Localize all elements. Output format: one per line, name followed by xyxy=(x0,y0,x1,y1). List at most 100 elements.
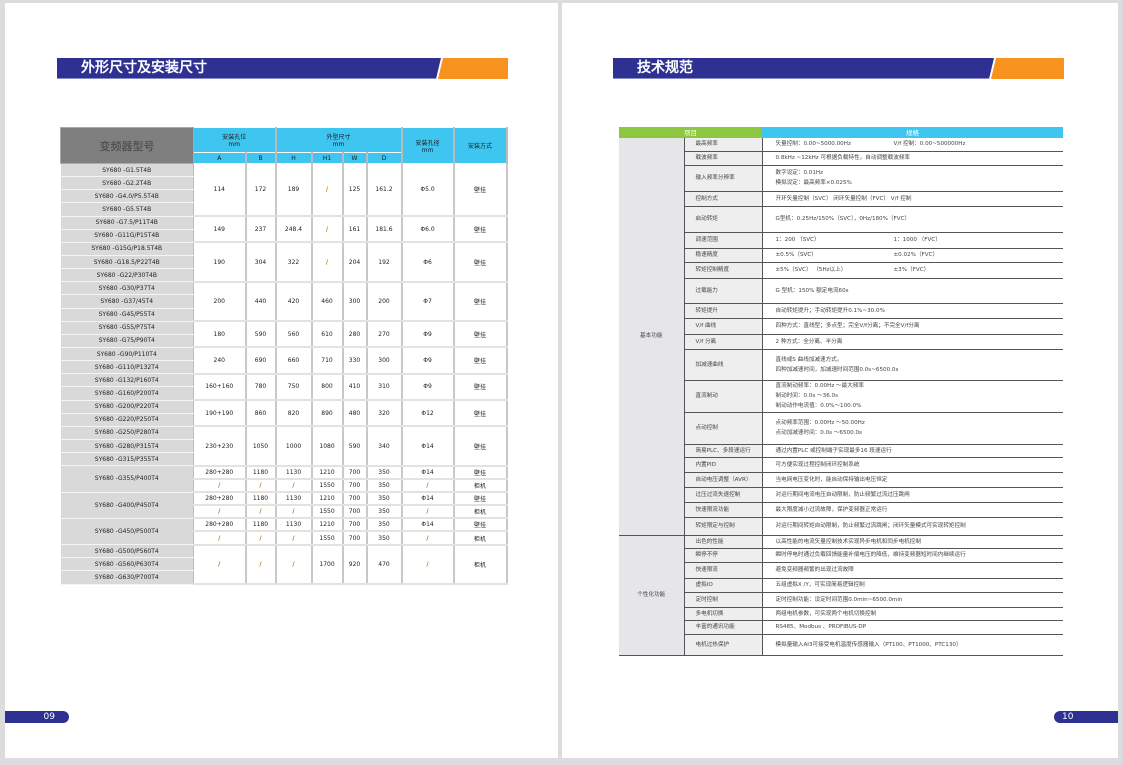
value-cell: 330 xyxy=(342,347,368,375)
value-cell: Φ9 xyxy=(401,373,455,402)
value-cell: Φ14 xyxy=(401,426,455,467)
value-cell: 350 xyxy=(366,492,403,507)
table-row: / //1550 700 350/柜机 xyxy=(61,478,508,494)
header-hole-diameter: 安装孔径 mm xyxy=(401,127,455,164)
value-cell: 750 xyxy=(275,373,313,402)
value-cell: Φ9 xyxy=(401,347,455,375)
value-cell: / xyxy=(275,531,313,546)
value-cell: 壁挂 xyxy=(453,281,508,323)
value-cell: Φ6 xyxy=(401,242,455,283)
value-cell: 690 xyxy=(245,347,277,375)
value-cell: 700 xyxy=(342,505,368,520)
spec-item: 简易PLC、多段速运行 xyxy=(683,444,763,458)
value-cell: 320 xyxy=(366,400,403,428)
value-cell: / xyxy=(311,163,344,218)
value-cell: / xyxy=(245,505,277,520)
spec-row: 稳速精度 ±0.5%（SVC） ±0.02%（FVC） xyxy=(619,248,1063,263)
spec-line: 制动时间：0.0s ～36.0s xyxy=(775,393,839,399)
spec-value: ±5%（SVC） （5Hz以上） ±3%（FVC） xyxy=(762,262,1063,279)
value-cell: 300 xyxy=(366,347,403,375)
table-row: SY680 -G200/P220T4 190+190 860 820 890 480 320… xyxy=(60,400,508,428)
spec-value: 对运行期间转矩自动限制，防止频繁过流跳闸；闭环矢量模式可实现转矩控制 xyxy=(762,517,1063,536)
table-row: SY680 -G1.5T4B 114 172 189/125 161.2 Φ5.0 壁挂 xyxy=(60,163,508,218)
value-cell: 180 xyxy=(193,321,247,349)
value-cell: 860 xyxy=(245,400,277,428)
spec-value: 对运行期间电流电压自动限制，防止频繁过流过压跳闸 xyxy=(762,487,1063,503)
spec-row: 加减速曲线 直线或S 曲线加减速方式。 四种加减速时间，加减速时间范围0.0s~65… xyxy=(619,349,1063,381)
spec-item: 转矩限定与控制 xyxy=(683,517,763,536)
spec-row: V/f 分离 2 种方式：全分离、半分离 xyxy=(619,334,1063,350)
model-cell: SY680 -G55/P75T4 xyxy=(60,321,194,335)
value-cell: 280 xyxy=(342,321,368,349)
spec-row: 启动转矩 G型机：0.25Hz/150%（SVC），0Hz/180%（FVC） xyxy=(619,206,1063,233)
value-cell: 160+160 xyxy=(193,373,247,402)
value-cell: / xyxy=(193,505,247,520)
spec-item: 出色的性能 xyxy=(683,535,763,549)
value-cell: 240 xyxy=(193,347,247,375)
spec-item: 调速范围 xyxy=(683,232,763,249)
model-cell: SY680 -G280/P315T4 xyxy=(60,439,194,454)
value-cell: 181.6 xyxy=(366,216,403,244)
value-cell: 710 xyxy=(311,347,344,375)
value-cell: 200 xyxy=(193,281,247,323)
spec-line: 当电网电压变化时，能自动保持输出电压恒定 xyxy=(775,476,888,483)
value-cell: 310 xyxy=(366,373,403,402)
spec-value: 2 种方式：全分离、半分离 xyxy=(762,334,1063,350)
value-cell: Φ9 xyxy=(401,321,455,349)
value-cell: Φ12 xyxy=(401,400,455,428)
header-label: 外型尺寸 xyxy=(326,134,351,141)
spec-value: 模拟量输入AI3可接受电机温度传感器输入（PT100、PT1000、PTC130… xyxy=(762,634,1063,656)
value-cell: 280+280 xyxy=(193,518,247,533)
value-cell: 149 xyxy=(193,216,247,244)
spec-line: 四种方式：直线型；多点型；完全V/f分离；不完全V/f分离 xyxy=(775,323,920,329)
value-cell: / xyxy=(245,544,277,586)
spec-item: 自动电压调整（AVR） xyxy=(683,472,763,488)
banner-bar xyxy=(613,58,994,79)
spec-item: 控制方式 xyxy=(683,191,763,207)
value-cell: 700 xyxy=(342,492,368,507)
model-cell: SY680 -G5.5T4B xyxy=(60,202,194,217)
spec-row: 转矩提升 自动转矩提升；手动转矩提升0.1%~30.0% xyxy=(619,303,1063,319)
spec-item: 过载能力 xyxy=(683,278,763,304)
value-cell: Φ14 xyxy=(401,465,455,480)
value-cell: / xyxy=(245,531,277,546)
model-cell: SY680 -G4.0/P5.5T4B xyxy=(60,189,194,204)
value-cell: / xyxy=(193,531,247,546)
value-cell: 壁挂 xyxy=(453,373,508,402)
value-cell: 410 xyxy=(342,373,368,402)
model-cell: SY680 -G15G/P18.5T4B xyxy=(60,242,194,256)
header-item: 项目 xyxy=(619,127,762,138)
spec-row: 直流制动 直流制动频率：0.00Hz ～最大频率 制动时间：0.0s ～36.0s 制… xyxy=(619,380,1063,413)
spec-row: 自动电压调整（AVR） 当电网电压变化时，能自动保持输出电压恒定 xyxy=(619,472,1063,488)
spec-line: 两组电机参数，可实现两个电机切换控制 xyxy=(775,610,877,617)
value-cell: 192 xyxy=(366,242,403,283)
value-cell: 1130 xyxy=(275,465,313,480)
spec-row: 控制方式 开环矢量控制（SVC） 闭环矢量控制（FVC） V/f 控制 xyxy=(619,191,1063,207)
spec-item: V/f 曲线 xyxy=(683,318,763,335)
spec-row: 丰富的通讯功能 RS485、Modbus 、PROFIBUS-DP xyxy=(619,620,1063,635)
spec-value: RS485、Modbus 、PROFIBUS-DP xyxy=(762,620,1063,635)
model-cell: SY680 -G75/P90T4 xyxy=(60,334,194,348)
spec-value: 自动转矩提升；手动转矩提升0.1%~30.0% xyxy=(762,303,1063,319)
table-row: SY680 -G5.5T4B xyxy=(60,202,507,217)
spec-line: 点动频率范围：0.00Hz ～50.00Hz xyxy=(775,420,865,426)
model-cell: SY680 -G315/P355T4 xyxy=(60,452,194,467)
spec-row: V/f 曲线 四种方式：直线型；多点型；完全V/f分离；不完全V/f分离 xyxy=(619,318,1063,335)
spec-value: 通过内置PLC 或控制端子实现最多16 段速运行 xyxy=(762,444,1063,458)
value-cell: 350 xyxy=(366,531,403,546)
spec-value: 最大限度减小过流故障，保护变频器正常运行 xyxy=(762,502,1063,518)
spec-row: 基本功能 最高频率 矢量控制：0.00~5000.00Hz V/f 控制：0.00~5… xyxy=(619,138,1063,536)
spec-value: 以高性能的电流矢量控制技术实现异步电机和同步电机控制 xyxy=(762,535,1063,549)
value-cell: 壁挂 xyxy=(453,321,508,349)
left-page: 外形尺寸及安装尺寸 变频器型号 安装孔位 mm 外型尺寸 mm 安装孔径 mm 安装方… xyxy=(5,3,558,758)
spec-value: 0.8kHz ~12kHz 可根据负载特性，自动调整载波频率 xyxy=(762,151,1063,166)
spec-item: 转矩提升 xyxy=(683,303,763,319)
spec-line: 开环矢量控制（SVC） 闭环矢量控制（FVC） V/f 控制 xyxy=(775,195,912,202)
header-unit: mm xyxy=(228,141,241,148)
spec-value: 两组电机参数，可实现两个电机切换控制 xyxy=(762,607,1063,621)
model-cell: SY680 -G500/P560T4 xyxy=(60,544,194,559)
value-cell: 204 xyxy=(342,242,368,283)
spec-part: ±0.02%（FVC） xyxy=(893,252,939,258)
value-cell: 200 xyxy=(366,281,403,323)
section-title: 技术规范 xyxy=(637,60,693,76)
